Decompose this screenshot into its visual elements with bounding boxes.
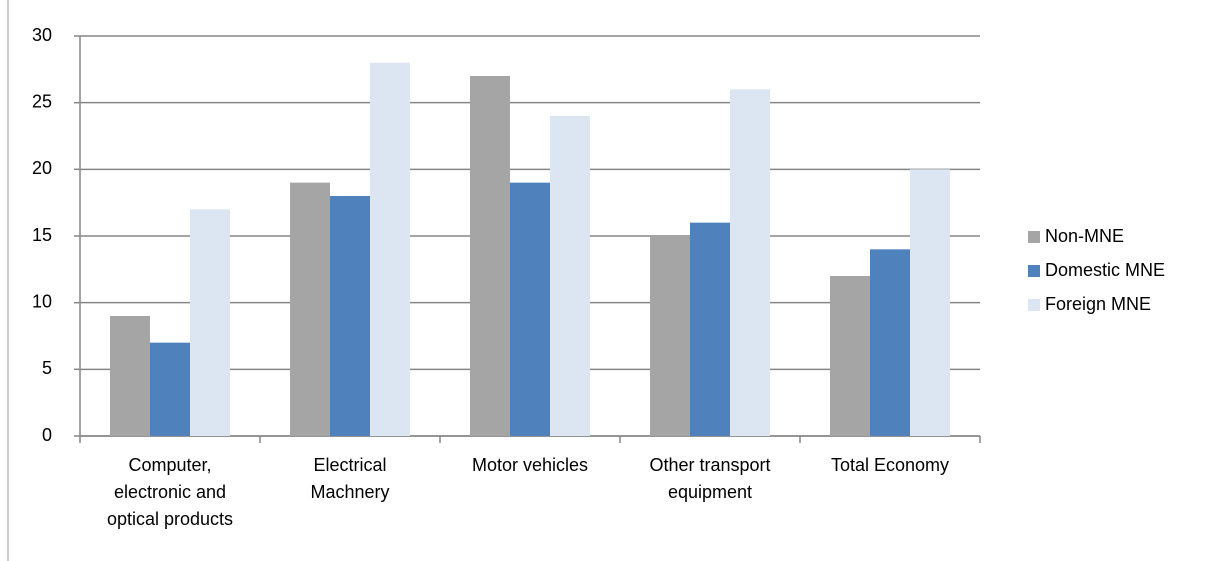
y-tick-label: 20 (32, 158, 52, 178)
y-tick-label: 25 (32, 91, 52, 111)
bar (650, 236, 690, 436)
x-tick-label: Computer, electronic and optical products (107, 455, 233, 529)
bar (150, 342, 190, 436)
y-tick-label: 5 (42, 358, 52, 378)
y-tick-label: 30 (32, 25, 52, 45)
legend-swatch (1028, 231, 1040, 243)
bar (110, 316, 150, 436)
legend-swatch (1028, 265, 1040, 277)
bar (510, 182, 550, 436)
legend-label: Non-MNE (1045, 226, 1124, 246)
bar (290, 182, 330, 436)
bar (190, 209, 230, 436)
bar (330, 196, 370, 436)
bar (470, 76, 510, 436)
bar (550, 116, 590, 436)
legend-swatch (1028, 299, 1040, 311)
y-tick-label: 0 (42, 425, 52, 445)
legend-label: Foreign MNE (1045, 294, 1151, 314)
y-tick-label: 15 (32, 225, 52, 245)
bar (910, 169, 950, 437)
bar (830, 276, 870, 436)
x-tick-label: Other transport equipment (649, 455, 770, 502)
x-tick-label: Total Economy (831, 455, 949, 475)
x-tick-label: Motor vehicles (472, 455, 588, 475)
bar (690, 222, 730, 436)
legend-label: Domestic MNE (1045, 260, 1165, 280)
x-tick-label: Electrical Machnery (310, 455, 389, 502)
bar (370, 62, 410, 437)
bar (870, 249, 910, 436)
bar (730, 89, 770, 436)
y-tick-label: 10 (32, 291, 52, 311)
